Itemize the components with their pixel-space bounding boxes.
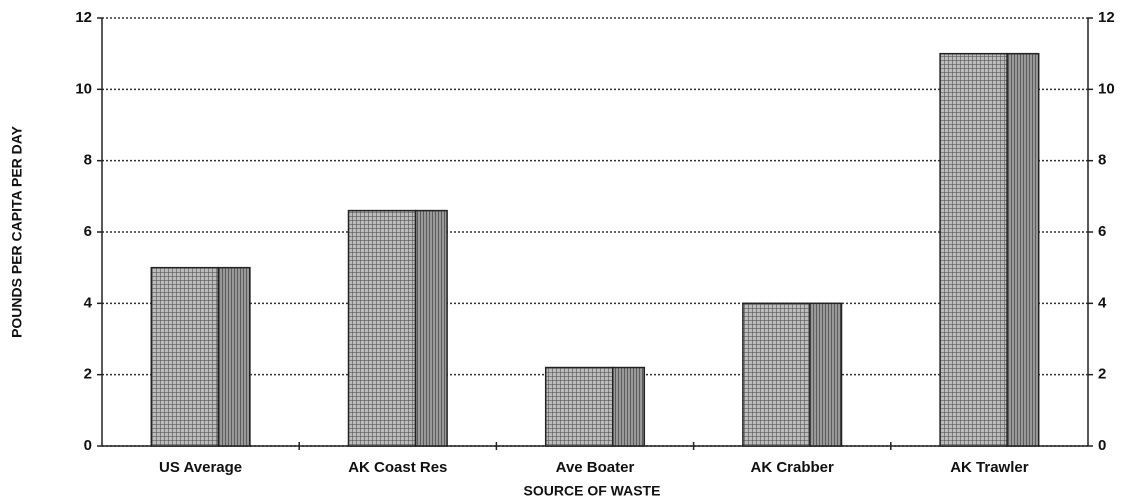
y-tick-label: 8	[84, 152, 92, 169]
y2-tick-label: 8	[1098, 152, 1106, 169]
bar-side	[217, 266, 251, 447]
y-tick-label: 10	[75, 80, 92, 97]
bar-face	[150, 266, 220, 447]
bar-side	[809, 302, 843, 447]
x-tick-label: AK Trawler	[950, 459, 1029, 476]
y2-tick-label: 6	[1098, 223, 1106, 240]
y-tick-label: 4	[84, 294, 93, 311]
bar-side	[611, 366, 646, 447]
y2-tick-label: 4	[1098, 294, 1107, 311]
bar	[742, 302, 843, 447]
bar-face	[742, 302, 811, 447]
bar-face	[939, 52, 1008, 447]
bar	[939, 52, 1040, 447]
y-tick-label: 0	[84, 437, 92, 454]
bar	[347, 209, 448, 447]
y-tick-label: 2	[84, 366, 92, 383]
x-tick-label: AK Crabber	[751, 459, 835, 476]
y2-tick-label: 2	[1098, 366, 1106, 383]
bar-face	[347, 209, 417, 447]
y2-tick-label: 12	[1098, 9, 1115, 26]
bar-side	[1006, 52, 1040, 447]
bar	[544, 366, 646, 447]
x-tick-label: Ave Boater	[556, 459, 635, 476]
x-axis-label: SOURCE OF WASTE	[524, 483, 661, 499]
bar-face	[544, 366, 614, 447]
x-tick-label: US Average	[159, 459, 242, 476]
y2-tick-label: 0	[1098, 437, 1106, 454]
y-tick-label: 12	[75, 9, 92, 26]
y2-tick-label: 10	[1098, 80, 1115, 97]
x-tick-label: AK Coast Res	[348, 459, 447, 476]
bar	[150, 266, 251, 447]
bar-side	[414, 209, 448, 447]
y-tick-label: 6	[84, 223, 92, 240]
y-axis-label: POUNDS PER CAPITA PER DAY	[9, 125, 25, 338]
